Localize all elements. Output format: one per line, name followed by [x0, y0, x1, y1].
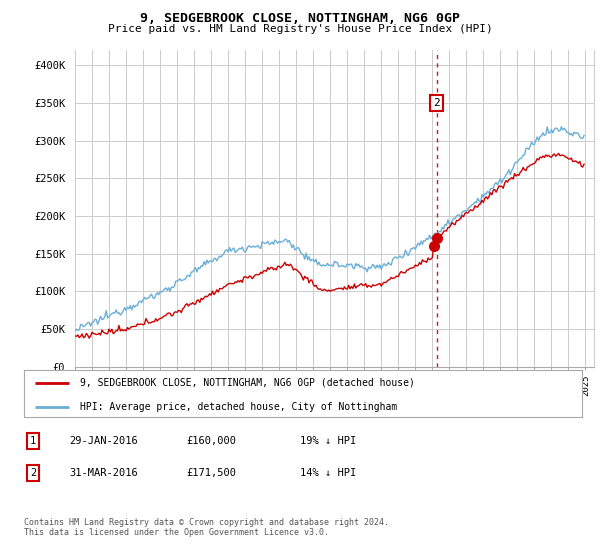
Text: 9, SEDGEBROOK CLOSE, NOTTINGHAM, NG6 0GP: 9, SEDGEBROOK CLOSE, NOTTINGHAM, NG6 0GP — [140, 12, 460, 25]
Text: £171,500: £171,500 — [186, 468, 236, 478]
Text: 14% ↓ HPI: 14% ↓ HPI — [300, 468, 356, 478]
Text: 2: 2 — [30, 468, 36, 478]
Text: 19% ↓ HPI: 19% ↓ HPI — [300, 436, 356, 446]
Text: Price paid vs. HM Land Registry's House Price Index (HPI): Price paid vs. HM Land Registry's House … — [107, 24, 493, 34]
Text: 1: 1 — [30, 436, 36, 446]
Text: 29-JAN-2016: 29-JAN-2016 — [69, 436, 138, 446]
Text: 31-MAR-2016: 31-MAR-2016 — [69, 468, 138, 478]
Text: Contains HM Land Registry data © Crown copyright and database right 2024.
This d: Contains HM Land Registry data © Crown c… — [24, 518, 389, 538]
Text: 2: 2 — [433, 98, 440, 108]
Text: HPI: Average price, detached house, City of Nottingham: HPI: Average price, detached house, City… — [80, 402, 397, 412]
Text: 9, SEDGEBROOK CLOSE, NOTTINGHAM, NG6 0GP (detached house): 9, SEDGEBROOK CLOSE, NOTTINGHAM, NG6 0GP… — [80, 378, 415, 388]
Text: £160,000: £160,000 — [186, 436, 236, 446]
